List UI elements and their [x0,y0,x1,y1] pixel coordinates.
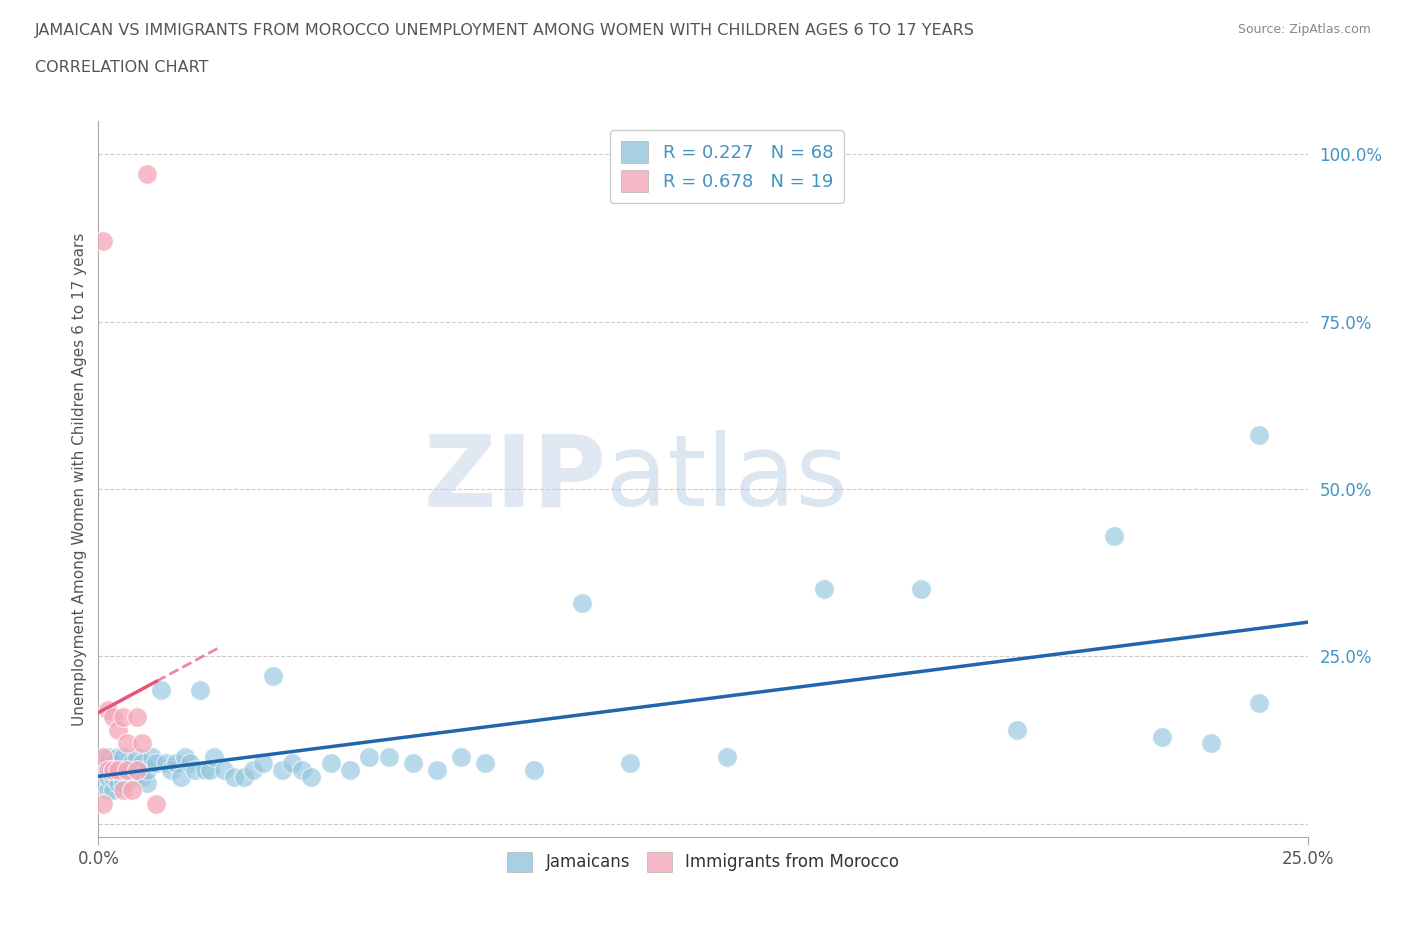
Point [117,736,139,751]
Point [135,776,157,790]
Point [204,750,226,764]
Text: Source: ZipAtlas.com: Source: ZipAtlas.com [1237,23,1371,36]
Point [131,736,153,751]
Point [117,763,139,777]
Point [91,776,114,790]
Point [179,756,201,771]
Point [127,763,149,777]
Point [716,750,738,764]
Text: JAMAICAN VS IMMIGRANTS FROM MOROCCO UNEMPLOYMENT AMONG WOMEN WITH CHILDREN AGES : JAMAICAN VS IMMIGRANTS FROM MOROCCO UNEM… [35,23,974,38]
Point [111,776,134,790]
Point [141,750,163,764]
Point [101,783,124,798]
Point [252,756,274,771]
Point [101,769,124,784]
Point [339,763,361,777]
Point [121,783,143,798]
Point [97,763,120,777]
Point [101,763,124,777]
Point [117,763,139,777]
Legend: Jamaicans, Immigrants from Morocco: Jamaicans, Immigrants from Morocco [501,845,905,879]
Point [188,683,211,698]
Point [523,763,546,777]
Point [242,763,264,777]
Point [1199,736,1222,751]
Point [426,763,449,777]
Point [271,763,294,777]
Point [232,769,254,784]
Point [131,756,153,771]
Point [127,750,149,764]
Point [619,756,641,771]
Point [165,756,187,771]
Point [910,582,932,597]
Point [111,783,134,798]
Point [97,750,120,764]
Point [127,763,149,777]
Point [97,769,120,784]
Point [290,763,312,777]
Point [222,769,245,784]
Point [127,709,149,724]
Point [150,683,173,698]
Point [1007,723,1029,737]
Point [107,723,129,737]
Y-axis label: Unemployment Among Women with Children Ages 6 to 17 years: Unemployment Among Women with Children A… [72,232,87,725]
Point [281,756,304,771]
Point [174,750,197,764]
Point [111,709,134,724]
Point [184,763,207,777]
Point [155,756,177,771]
Point [1249,428,1271,443]
Point [299,769,322,784]
Point [145,796,167,811]
Point [198,763,221,777]
Point [97,783,120,798]
Point [107,776,129,790]
Point [813,582,835,597]
Point [107,750,129,764]
Point [377,750,399,764]
Text: ZIP: ZIP [423,431,606,527]
Point [121,756,143,771]
Point [212,763,235,777]
Point [1249,696,1271,711]
Point [135,763,157,777]
Point [91,763,114,777]
Point [359,750,381,764]
Point [91,750,114,764]
Point [474,756,496,771]
Point [97,702,120,717]
Point [160,763,183,777]
Point [145,756,167,771]
Point [107,763,129,777]
Point [97,756,120,771]
Point [111,750,134,764]
Point [135,167,157,182]
Point [121,769,143,784]
Point [319,756,342,771]
Point [91,234,114,249]
Point [450,750,472,764]
Point [131,769,153,784]
Point [194,763,217,777]
Point [262,669,284,684]
Point [101,709,124,724]
Point [111,763,134,777]
Point [107,763,129,777]
Text: CORRELATION CHART: CORRELATION CHART [35,60,208,75]
Point [571,595,593,610]
Point [1102,528,1125,543]
Point [169,769,191,784]
Point [402,756,425,771]
Point [101,756,124,771]
Point [1152,729,1174,744]
Point [91,796,114,811]
Text: atlas: atlas [606,431,848,527]
